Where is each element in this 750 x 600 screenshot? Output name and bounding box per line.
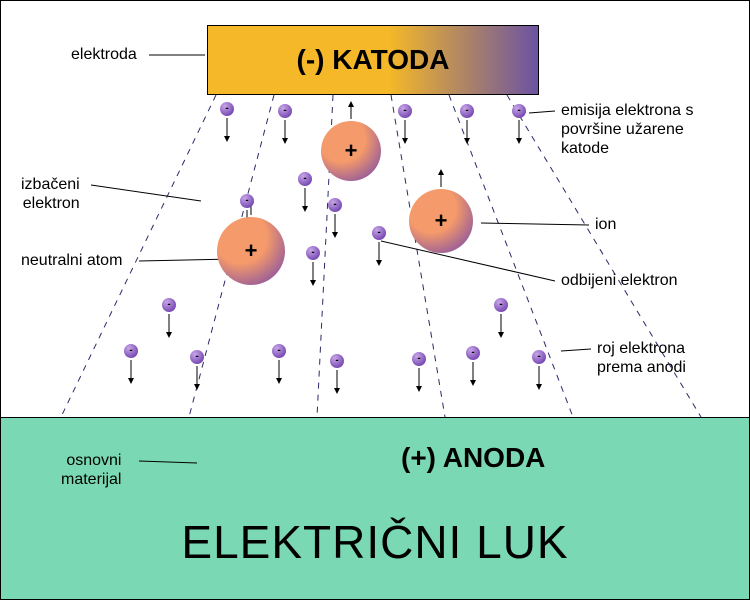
electron: -	[494, 298, 508, 312]
electron: -	[398, 104, 412, 118]
ion: +	[321, 121, 381, 181]
label-ion: ion	[595, 215, 616, 234]
label-neutralni: neutralni atom	[21, 251, 122, 270]
electron: -	[330, 354, 344, 368]
electron: -	[372, 226, 386, 240]
electron: -	[466, 346, 480, 360]
electron: -	[240, 194, 254, 208]
electron: -	[532, 350, 546, 364]
electron: -	[460, 104, 474, 118]
electron: -	[220, 102, 234, 116]
electron: -	[512, 104, 526, 118]
label-elektroda: elektroda	[71, 45, 137, 64]
diagram-canvas: (-) KATODA (+) ANODA ELEKTRIČNI LUK +++-…	[0, 0, 750, 600]
electron: -	[412, 352, 426, 366]
electron: -	[272, 344, 286, 358]
electron: -	[124, 344, 138, 358]
field-svg	[1, 1, 750, 600]
label-emisija: emisija elektrona s površine užarene kat…	[561, 101, 694, 159]
ion: +	[409, 189, 473, 253]
electron: -	[306, 246, 320, 260]
electron: -	[298, 172, 312, 186]
label-roj: roj elektrona prema anodi	[597, 339, 686, 377]
label-odbijeni: odbijeni elektron	[561, 271, 678, 290]
electron: -	[190, 350, 204, 364]
ion: +	[217, 217, 285, 285]
electron: -	[278, 104, 292, 118]
label-izbaceni: izbačeni elektron	[21, 175, 80, 213]
electron: -	[328, 198, 342, 212]
electron: -	[162, 298, 176, 312]
label-osnovni: osnovni materijal	[61, 451, 121, 489]
